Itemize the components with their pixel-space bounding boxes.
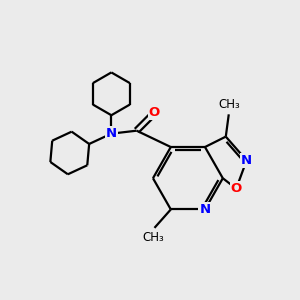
Text: N: N (106, 127, 117, 140)
Text: N: N (241, 154, 252, 167)
Text: CH₃: CH₃ (218, 98, 240, 111)
Text: N: N (200, 203, 211, 216)
Text: CH₃: CH₃ (142, 231, 164, 244)
Text: O: O (231, 182, 242, 195)
Text: O: O (149, 106, 160, 119)
